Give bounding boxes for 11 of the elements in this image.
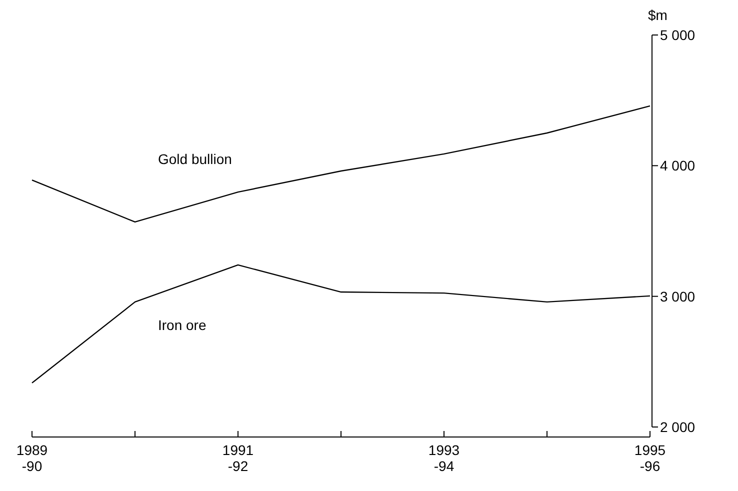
y-tick-label: 5 000 bbox=[660, 27, 696, 43]
x-tick-label: 1993 -94 bbox=[428, 442, 460, 474]
series-label: Iron ore bbox=[158, 316, 206, 333]
x-tick-label: 1989 -90 bbox=[16, 442, 48, 474]
series-label: Gold bullion bbox=[158, 150, 232, 167]
x-tick-label: 1995 -96 bbox=[634, 442, 666, 474]
y-tick-label: 4 000 bbox=[660, 158, 696, 174]
y-axis-title: $m bbox=[648, 7, 668, 23]
y-tick-label: 3 000 bbox=[660, 288, 696, 304]
x-tick-label: 1991 -92 bbox=[222, 442, 254, 474]
y-tick-label: 2 000 bbox=[660, 419, 696, 435]
